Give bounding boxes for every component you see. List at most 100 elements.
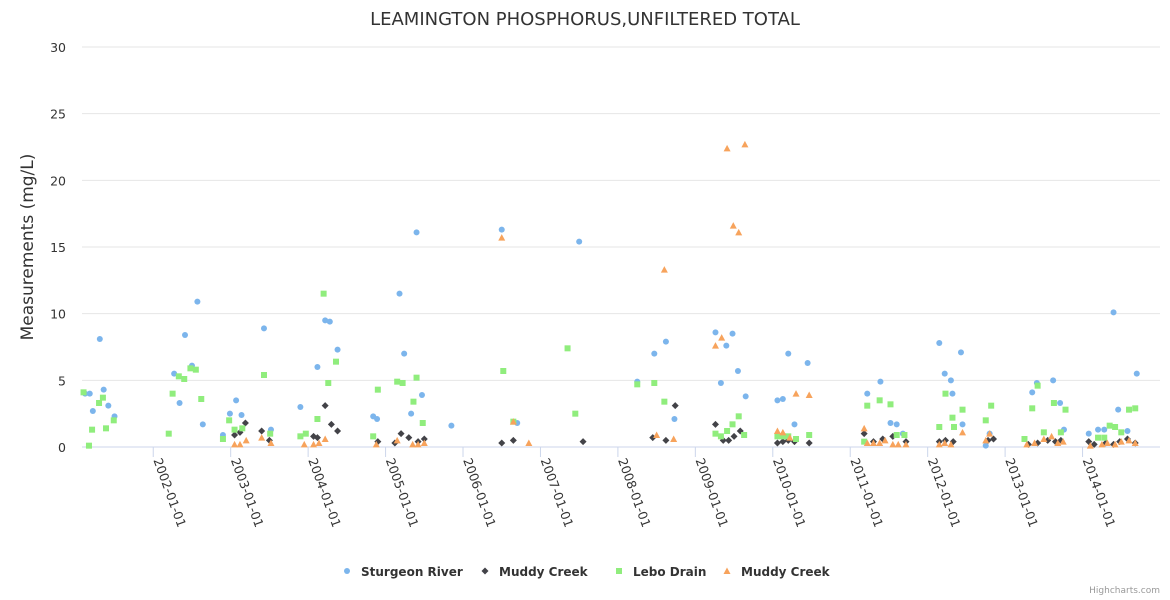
data-point[interactable] bbox=[1101, 426, 1108, 433]
data-point[interactable] bbox=[735, 228, 743, 236]
data-point[interactable] bbox=[399, 380, 406, 386]
legend-symbol[interactable] bbox=[616, 568, 622, 574]
data-point[interactable] bbox=[893, 432, 900, 438]
data-point[interactable] bbox=[103, 425, 110, 432]
data-point[interactable] bbox=[226, 410, 233, 417]
data-point[interactable] bbox=[176, 400, 183, 406]
legend-item[interactable]: Muddy Creek bbox=[723, 565, 831, 579]
data-point[interactable] bbox=[741, 140, 749, 148]
data-point[interactable] bbox=[1126, 406, 1133, 413]
data-point[interactable] bbox=[1050, 377, 1057, 384]
data-point[interactable] bbox=[786, 434, 794, 441]
data-point[interactable] bbox=[231, 431, 239, 439]
data-point[interactable] bbox=[498, 226, 505, 233]
data-point[interactable] bbox=[89, 426, 96, 433]
data-point[interactable] bbox=[723, 342, 730, 349]
data-point[interactable] bbox=[989, 435, 997, 443]
data-point[interactable] bbox=[988, 402, 995, 409]
data-point[interactable] bbox=[653, 431, 661, 439]
data-point[interactable] bbox=[370, 433, 377, 440]
data-point[interactable] bbox=[864, 390, 871, 397]
data-point[interactable] bbox=[564, 345, 571, 352]
data-point[interactable] bbox=[413, 229, 420, 236]
data-point[interactable] bbox=[333, 358, 340, 365]
data-point[interactable] bbox=[327, 420, 335, 428]
data-point[interactable] bbox=[730, 432, 738, 440]
data-point[interactable] bbox=[326, 318, 333, 325]
data-point[interactable] bbox=[242, 436, 250, 444]
data-point[interactable] bbox=[267, 439, 275, 447]
data-point[interactable] bbox=[231, 426, 238, 433]
data-point[interactable] bbox=[894, 440, 902, 448]
data-point[interactable] bbox=[806, 432, 813, 438]
data-point[interactable] bbox=[876, 397, 883, 404]
data-point[interactable] bbox=[864, 402, 871, 409]
data-point[interactable] bbox=[947, 440, 955, 448]
data-point[interactable] bbox=[410, 398, 417, 405]
data-point[interactable] bbox=[941, 439, 949, 447]
data-point[interactable] bbox=[321, 435, 329, 443]
data-point[interactable] bbox=[315, 439, 323, 447]
data-point[interactable] bbox=[105, 402, 112, 409]
data-point[interactable] bbox=[408, 410, 415, 417]
data-point[interactable] bbox=[861, 438, 868, 445]
data-point[interactable] bbox=[957, 349, 964, 356]
data-point[interactable] bbox=[982, 417, 989, 424]
data-point[interactable] bbox=[374, 386, 381, 393]
data-point[interactable] bbox=[1040, 435, 1048, 443]
data-point[interactable] bbox=[448, 422, 455, 429]
data-point[interactable] bbox=[1112, 424, 1119, 430]
data-point[interactable] bbox=[986, 430, 994, 437]
data-point[interactable] bbox=[660, 266, 668, 273]
data-point[interactable] bbox=[297, 404, 304, 410]
data-point[interactable] bbox=[779, 428, 787, 436]
data-point[interactable] bbox=[86, 390, 93, 397]
data-point[interactable] bbox=[869, 439, 877, 447]
data-point[interactable] bbox=[1095, 434, 1102, 441]
data-point[interactable] bbox=[671, 402, 679, 410]
data-point[interactable] bbox=[231, 440, 239, 448]
data-point[interactable] bbox=[785, 433, 792, 440]
data-point[interactable] bbox=[1023, 440, 1031, 448]
data-point[interactable] bbox=[729, 330, 736, 337]
data-point[interactable] bbox=[1059, 438, 1067, 445]
data-point[interactable] bbox=[949, 414, 956, 421]
data-point[interactable] bbox=[1118, 429, 1125, 436]
data-point[interactable] bbox=[651, 350, 658, 357]
legend-symbol[interactable] bbox=[723, 567, 731, 575]
data-point[interactable] bbox=[258, 434, 266, 441]
data-point[interactable] bbox=[959, 428, 967, 436]
data-point[interactable] bbox=[89, 408, 96, 414]
data-point[interactable] bbox=[893, 421, 900, 428]
data-point[interactable] bbox=[165, 430, 172, 437]
data-point[interactable] bbox=[579, 438, 587, 446]
data-point[interactable] bbox=[405, 434, 413, 442]
data-point[interactable] bbox=[576, 238, 583, 245]
data-point[interactable] bbox=[805, 391, 813, 399]
data-point[interactable] bbox=[219, 436, 226, 442]
data-point[interactable] bbox=[258, 427, 266, 435]
data-point[interactable] bbox=[1103, 439, 1111, 447]
data-point[interactable] bbox=[779, 396, 786, 402]
data-point[interactable] bbox=[1106, 422, 1113, 429]
data-point[interactable] bbox=[1057, 400, 1064, 406]
data-point[interactable] bbox=[374, 416, 381, 422]
data-point[interactable] bbox=[876, 439, 884, 447]
data-point[interactable] bbox=[110, 417, 117, 424]
data-point[interactable] bbox=[1021, 436, 1028, 442]
data-point[interactable] bbox=[420, 439, 428, 447]
data-point[interactable] bbox=[1111, 440, 1119, 448]
data-point[interactable] bbox=[935, 440, 943, 448]
data-point[interactable] bbox=[393, 436, 401, 444]
data-point[interactable] bbox=[735, 413, 742, 420]
data-point[interactable] bbox=[409, 440, 417, 448]
data-point[interactable] bbox=[96, 336, 103, 342]
data-point[interactable] bbox=[774, 433, 781, 440]
data-point[interactable] bbox=[187, 365, 194, 372]
data-point[interactable] bbox=[1085, 430, 1092, 437]
data-point[interactable] bbox=[1131, 439, 1139, 447]
data-point[interactable] bbox=[413, 374, 420, 381]
legend-symbol[interactable] bbox=[344, 568, 350, 574]
data-point[interactable] bbox=[651, 380, 658, 386]
data-point[interactable] bbox=[420, 435, 428, 443]
